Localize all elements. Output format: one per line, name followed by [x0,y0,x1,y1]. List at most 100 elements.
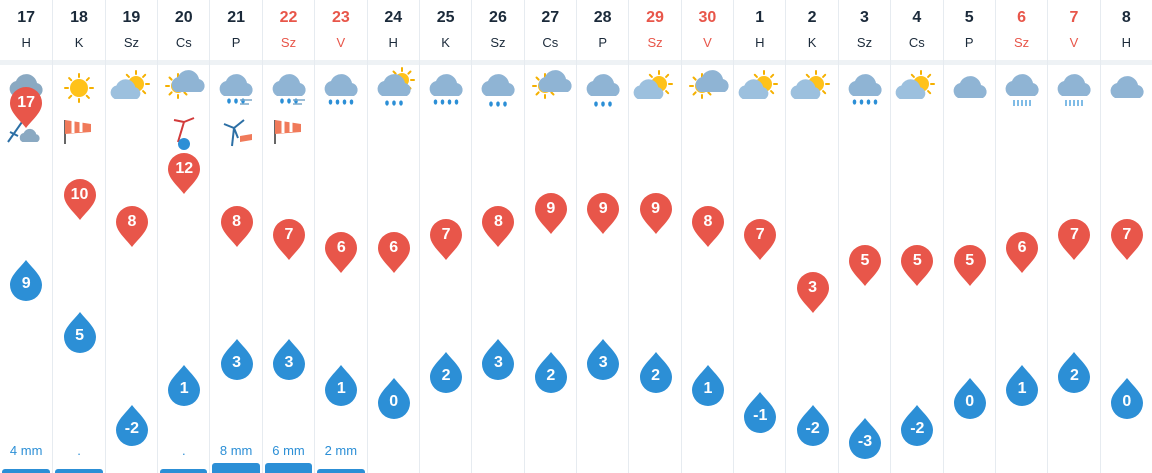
min-temp-marker: 2 [533,350,569,394]
day-name: P [231,35,241,50]
min-temp-marker: 2 [428,350,464,394]
day-column[interactable]: 3 Sz 5 -3 [837,0,890,473]
precipitation-amount: 8 mm [219,443,253,458]
min-temp-value: -2 [805,419,820,437]
max-temp-value: 7 [284,226,294,243]
min-temp-marker: -3 [847,416,883,460]
min-temp-value: 3 [598,353,608,371]
wind-storm-icon [7,121,40,143]
day-name: Sz [123,35,139,50]
day-column[interactable]: 22 Sz 7 3 6 mm [261,0,314,473]
max-temp-value: 3 [808,278,818,296]
max-temp-value: 8 [493,212,503,230]
day-column[interactable]: 19 Sz 8 -2 [104,0,157,473]
day-name: H [388,35,398,50]
day-name: Sz [856,35,873,50]
day-column[interactable]: 5 P 5 0 [942,0,995,473]
sun-cloud-icon [531,70,572,99]
min-temp-value: -2 [910,419,925,437]
day-column[interactable]: 1 H 7 -1 [733,0,785,473]
max-temp-value: 5 [965,252,975,270]
min-temp-marker: 2 [1056,350,1092,394]
max-temp-marker: 7 [742,218,778,262]
min-temp-value: 2 [651,367,660,384]
min-temp-marker: 1 [166,363,202,407]
partly-cloudy-icon [738,70,779,99]
cloud-icon [1110,76,1144,98]
day-name: H [755,35,765,50]
max-temp-marker: 8 [690,205,726,249]
day-column[interactable]: 2 K 3 -2 [785,0,837,473]
day-column[interactable]: 4 Cs 5 -2 [890,0,942,473]
day-column[interactable]: 17 H 17 9 4 mm [0,0,52,473]
day-number: 1 [755,9,765,26]
min-temp-marker: 0 [376,376,412,420]
light-rain-cloud-icon [1005,74,1039,106]
max-temp-value: 7 [755,226,765,243]
precipitation-amount: 4 mm [9,443,43,458]
day-column[interactable]: 29 Sz 9 2 [628,0,680,473]
max-temp-marker: 5 [899,244,935,288]
min-temp-value: 1 [1017,380,1027,398]
min-temp-value: 9 [21,274,31,292]
max-temp-value: 9 [546,199,556,217]
max-temp-marker: 7 [428,218,464,262]
max-temp-marker: 6 [376,231,412,275]
day-column[interactable]: 20 Cs 12 1. [157,0,209,473]
min-temp-value: -1 [753,406,768,424]
day-column[interactable]: 7 V 7 2 [1047,0,1099,473]
min-temp-value: 2 [1069,367,1079,384]
min-temp-value: 0 [389,393,399,411]
max-temp-value: 6 [1017,239,1027,257]
day-name: K [807,35,817,50]
day-column[interactable]: 25 K 7 2 [418,0,471,473]
day-column[interactable]: 23 V 6 1 2 mm [314,0,366,473]
min-temp-marker: 0 [952,376,988,420]
min-temp-marker: 1 [1004,363,1040,407]
day-column[interactable]: 28 P 9 3 [576,0,628,473]
day-name: Cs [908,35,925,50]
max-temp-value: 9 [651,199,660,217]
day-number: 19 [122,9,141,26]
day-name: K [441,35,450,50]
day-column[interactable]: 18 K 10 5. [52,0,104,473]
wind-warning-icon [173,117,195,150]
day-name: Sz [490,35,506,50]
light-rain-cloud-icon [1057,74,1091,106]
min-temp-marker: -1 [742,390,778,434]
day-column[interactable]: 30 V 8 1 [680,0,733,473]
day-name: Sz [647,35,663,50]
max-temp-marker: 10 [62,178,98,222]
max-temp-value: 6 [336,239,346,257]
min-temp-marker: -2 [114,403,150,447]
day-number: 8 [1121,9,1131,26]
drizzle-cloud-icon [586,74,620,107]
max-temp-value: 7 [1069,226,1079,243]
day-column[interactable]: 24 H 6 0 [366,0,419,473]
day-number: 18 [70,9,88,26]
min-temp-marker: -2 [795,403,831,447]
wind-turbine-icon [224,119,253,147]
min-temp-marker: 1 [323,363,359,407]
min-temp-marker: 0 [1109,376,1145,420]
day-column[interactable]: 27 Cs 9 2 [523,0,576,473]
max-temp-value: 10 [70,186,89,204]
sun-cloud-icon [165,70,205,99]
day-column[interactable]: 21 P 8 3 8 mm [209,0,261,473]
cloud-icon [953,76,987,98]
rain-wind-icon [272,74,306,105]
max-temp-marker: 9 [533,192,569,236]
max-temp-marker: 9 [585,192,621,236]
max-temp-marker: 7 [1109,218,1145,262]
day-column[interactable]: 6 Sz 6 1 [994,0,1047,473]
max-temp-marker: 12 [166,152,202,196]
day-number: 17 [17,9,36,26]
rain-cloud-icon [429,74,463,105]
max-temp-marker: 7 [271,218,307,262]
day-number: 21 [227,9,246,26]
min-temp-value: 2 [546,367,556,384]
day-column[interactable]: 8 H 7 0 [1099,0,1152,473]
day-column[interactable]: 26 Sz 8 3 [471,0,523,473]
max-temp-marker: 17 [8,86,44,130]
min-temp-marker: 2 [638,350,674,394]
